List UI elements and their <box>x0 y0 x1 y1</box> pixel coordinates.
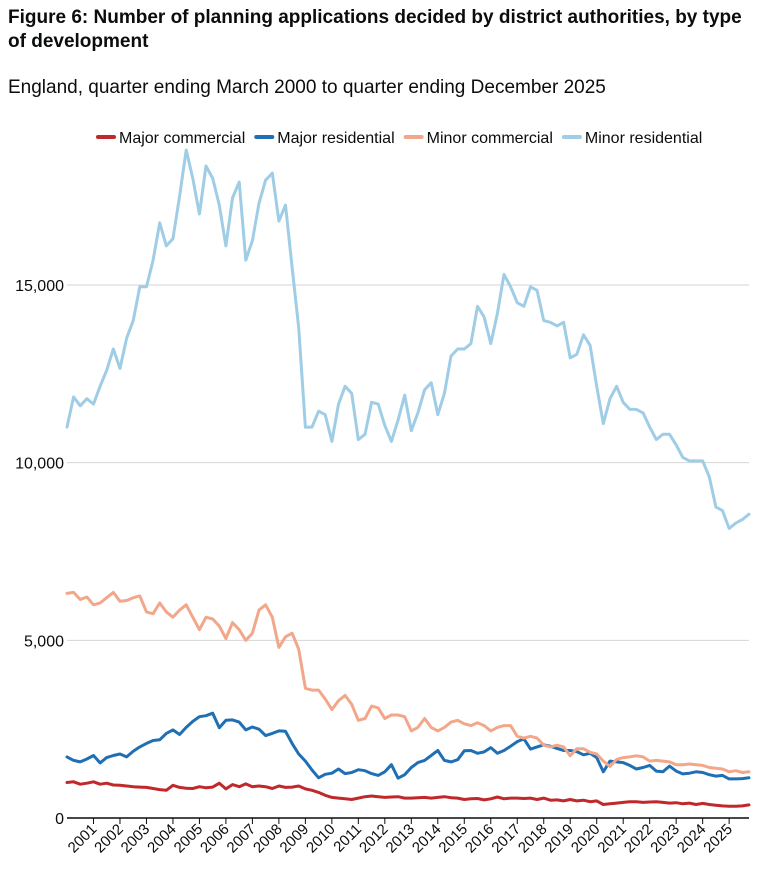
x-tick-label: 2016 <box>462 821 498 857</box>
series-line-minor-commercial <box>65 590 751 774</box>
x-tick-label: 2019 <box>541 821 577 857</box>
x-tick-label: 2004 <box>144 821 180 857</box>
x-tick-label: 2011 <box>330 821 365 856</box>
x-tick-label: 2013 <box>383 821 419 857</box>
x-tick-label: 2012 <box>356 821 392 857</box>
x-tick-label: 2001 <box>65 821 101 857</box>
x-tick-label: 2025 <box>700 821 736 857</box>
y-tick-label: 15,000 <box>15 278 64 295</box>
x-tick-label: 2022 <box>621 821 657 857</box>
series-lines <box>65 148 751 808</box>
y-tick-label: 0 <box>55 811 64 828</box>
series-line-major-commercial <box>65 780 751 808</box>
x-tick-label: 2020 <box>568 821 604 857</box>
chart-subtitle: England, quarter ending March 2000 to qu… <box>8 77 606 98</box>
gridlines <box>67 284 749 641</box>
x-tick-label: 2015 <box>435 821 471 857</box>
x-tick-label: 2010 <box>303 821 339 857</box>
series-line-major-residential <box>65 711 751 781</box>
x-tick-label: 2006 <box>197 821 233 857</box>
x-tick-label: 2007 <box>224 821 260 857</box>
x-tick-label: 2002 <box>91 821 127 857</box>
x-tick-label: 2021 <box>594 821 630 857</box>
x-tick-label: 2018 <box>515 821 551 857</box>
legend-label: Minor commercial <box>427 130 553 147</box>
chart-title: Figure 6: Number of planning application… <box>8 7 742 52</box>
x-tick-label: 2017 <box>488 821 524 857</box>
x-tick-label: 2023 <box>647 821 683 857</box>
x-tick-label: 2008 <box>250 821 286 857</box>
legend: Major commercial Major residential Minor c… <box>96 130 702 147</box>
x-tick-label: 2009 <box>277 821 313 857</box>
legend-label: Minor residential <box>585 130 702 147</box>
y-axis: 0 5,000 10,000 15,000 <box>15 278 64 828</box>
x-axis: 2001200220032004200520062007200820092010… <box>65 817 749 857</box>
x-tick-label: 2003 <box>118 821 154 857</box>
legend-label: Major residential <box>277 130 394 147</box>
y-tick-label: 10,000 <box>15 456 64 473</box>
legend-label: Major commercial <box>119 130 245 147</box>
series-line-minor-residential <box>65 148 751 530</box>
x-tick-label: 2005 <box>171 821 207 857</box>
x-tick-label: 2014 <box>409 821 445 857</box>
y-tick-label: 5,000 <box>24 633 64 650</box>
x-tick-label: 2024 <box>674 821 710 857</box>
